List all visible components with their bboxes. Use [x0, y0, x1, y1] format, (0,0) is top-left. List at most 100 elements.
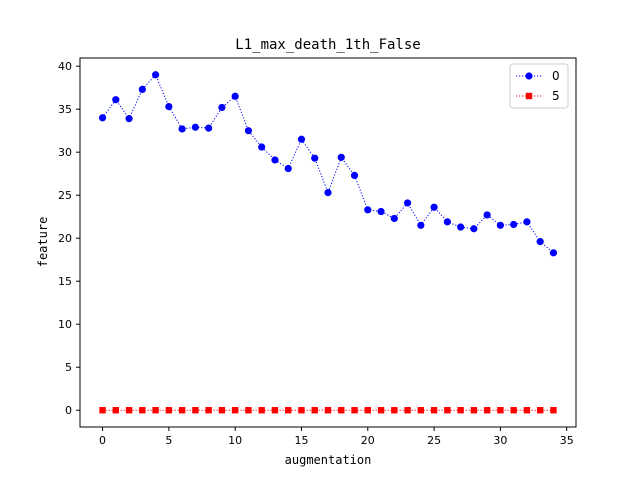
- y-tick-label: 15: [58, 275, 72, 288]
- chart-title: L1_max_death_1th_False: [235, 37, 420, 53]
- series-5-point: [125, 407, 133, 414]
- legend-label: 5: [552, 89, 560, 103]
- series-0-point: [205, 124, 213, 132]
- series-0-point: [549, 249, 558, 257]
- series-5-point: [311, 407, 318, 414]
- series-5-point: [391, 407, 398, 414]
- series-0-point: [483, 211, 491, 219]
- series-0-point: [311, 154, 319, 162]
- series-0-point: [337, 153, 345, 161]
- series-0-point: [510, 220, 518, 229]
- plot-frame: [79, 57, 577, 428]
- x-axis: 0 5 10 15 20 25 30 35: [99, 427, 574, 447]
- legend: 05: [509, 63, 569, 109]
- series-0-point: [271, 156, 279, 164]
- series-5-point: [377, 407, 385, 414]
- series-0-point: [165, 102, 173, 111]
- series-0-point: [231, 92, 239, 100]
- series-5-point: [324, 407, 332, 414]
- series-5-point: [192, 407, 199, 414]
- series-5-point: [112, 407, 120, 414]
- series-5-point: [298, 407, 305, 414]
- y-axis: 0 5 10 15 20 25 30 35 40: [58, 60, 80, 417]
- x-tick-label: 0: [99, 434, 106, 447]
- series-layer: [98, 71, 558, 414]
- x-tick-label: 5: [165, 434, 172, 447]
- series-5-point: [470, 407, 478, 414]
- series-5-point: [351, 407, 358, 414]
- series-0-point: [470, 225, 478, 233]
- y-tick-label: 20: [58, 232, 72, 245]
- series-0-point: [377, 207, 385, 216]
- series-5-point: [536, 407, 544, 414]
- series-0-point: [390, 214, 398, 223]
- x-tick-label: 35: [560, 434, 574, 447]
- y-axis-label: feature: [36, 217, 50, 268]
- series-0-point: [297, 135, 306, 143]
- x-tick-label: 25: [427, 434, 441, 447]
- series-0-point: [112, 96, 120, 104]
- series-0-point: [178, 125, 186, 133]
- series-0-point: [457, 223, 465, 231]
- series-5-point: [99, 407, 106, 414]
- series-5-point: [218, 407, 226, 414]
- series-5-point: [417, 407, 425, 414]
- series-0-point: [523, 218, 531, 226]
- x-tick-label: 30: [493, 434, 507, 447]
- series-0-point: [417, 221, 425, 229]
- y-tick-label: 35: [58, 103, 72, 116]
- series-0-point: [151, 71, 160, 79]
- series-0-point: [403, 199, 412, 207]
- legend-marker: [525, 92, 533, 100]
- series-0-point: [496, 221, 505, 229]
- series-5-point: [523, 407, 531, 414]
- y-tick-label: 0: [65, 404, 72, 417]
- series-0-point: [364, 206, 372, 214]
- series-5-point: [497, 407, 504, 414]
- series-0-point: [191, 123, 199, 131]
- x-tick-label: 20: [361, 434, 375, 447]
- series-5-point: [550, 407, 557, 414]
- y-tick-label: 5: [65, 361, 72, 374]
- series-5-point: [165, 407, 173, 414]
- y-tick-label: 30: [58, 146, 72, 159]
- series-0-point: [125, 115, 133, 123]
- series-5-point: [152, 407, 159, 414]
- y-tick-label: 40: [58, 60, 72, 73]
- series-0-point: [138, 85, 146, 93]
- series-0-point: [98, 114, 107, 122]
- series-0-point: [284, 164, 292, 173]
- legend-box: [509, 63, 569, 109]
- series-5-point: [338, 407, 345, 414]
- series-0-point: [443, 218, 451, 226]
- legend-marker: [525, 72, 533, 80]
- series-5-point: [178, 407, 186, 414]
- series-5-point: [510, 407, 517, 414]
- series-0-point: [258, 143, 266, 151]
- series-0-point: [430, 203, 438, 211]
- series-0-point: [536, 238, 544, 246]
- series-0-point: [244, 127, 253, 135]
- series-0-point: [350, 171, 359, 180]
- series-0-point: [324, 189, 332, 197]
- series-5-point: [231, 407, 239, 414]
- x-axis-label: augmentation: [285, 453, 372, 467]
- series-5-point: [271, 407, 279, 414]
- series-5-point: [404, 407, 411, 414]
- y-tick-label: 10: [58, 318, 72, 331]
- series-5-point: [245, 407, 252, 414]
- series-5-point: [285, 407, 292, 414]
- plot-area: [80, 58, 576, 427]
- series-5-point: [457, 407, 464, 414]
- series-5-point: [364, 407, 371, 414]
- series-5-point: [430, 407, 438, 414]
- series-5-point: [483, 407, 491, 414]
- series-5-point: [258, 407, 265, 414]
- series-5-point: [444, 407, 451, 414]
- y-tick-label: 25: [58, 189, 72, 202]
- legend-label: 0: [552, 69, 560, 83]
- series-0-point: [218, 103, 226, 112]
- series-5-point: [139, 407, 146, 414]
- series-5-point: [205, 407, 212, 414]
